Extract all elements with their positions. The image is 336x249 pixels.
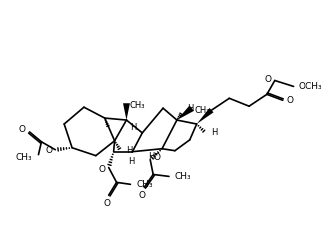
Text: CH₃: CH₃ — [195, 106, 210, 115]
Text: O: O — [265, 75, 272, 84]
Polygon shape — [123, 103, 130, 120]
Polygon shape — [177, 106, 194, 120]
Text: H: H — [148, 152, 154, 161]
Text: O: O — [18, 125, 26, 134]
Text: H: H — [126, 146, 133, 155]
Text: O: O — [45, 146, 52, 155]
Text: O: O — [103, 199, 110, 208]
Text: CH₃: CH₃ — [175, 172, 192, 181]
Text: H: H — [130, 124, 136, 132]
Text: OCH₃: OCH₃ — [298, 82, 322, 91]
Text: CH₃: CH₃ — [129, 101, 145, 110]
Text: H: H — [187, 104, 193, 113]
Text: CH₃: CH₃ — [16, 153, 33, 162]
Text: H: H — [211, 128, 218, 137]
Text: O: O — [139, 191, 146, 200]
Text: O: O — [287, 96, 294, 105]
Text: H: H — [128, 157, 135, 166]
Text: O: O — [99, 165, 106, 174]
Text: CH₃: CH₃ — [136, 180, 153, 189]
Polygon shape — [197, 108, 214, 124]
Text: O: O — [153, 153, 160, 162]
